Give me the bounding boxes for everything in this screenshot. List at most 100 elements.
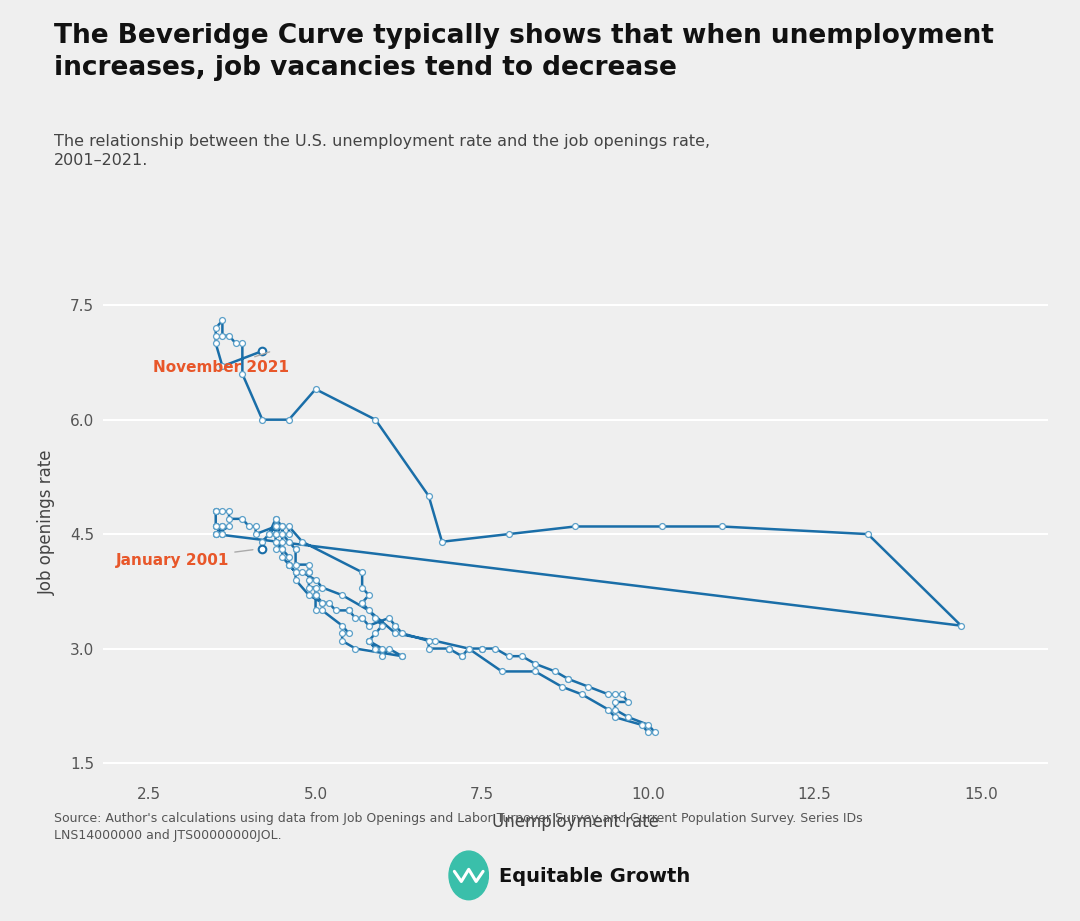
Point — [267, 527, 284, 542]
Point — [321, 595, 338, 610]
Point — [360, 634, 377, 648]
Point — [440, 641, 457, 656]
Text: The Beveridge Curve typically shows that when unemployment
increases, job vacanc: The Beveridge Curve typically shows that… — [54, 23, 994, 81]
Point — [387, 626, 404, 641]
Point — [287, 565, 305, 579]
Point — [653, 519, 671, 534]
Point — [281, 527, 298, 542]
Point — [307, 573, 324, 588]
Point — [287, 557, 305, 572]
Point — [254, 413, 271, 427]
Point — [500, 527, 517, 542]
Point — [334, 588, 351, 602]
Point — [267, 527, 284, 542]
Point — [639, 717, 657, 732]
Point — [214, 527, 231, 542]
Point — [214, 329, 231, 344]
Point — [360, 634, 377, 648]
Point — [233, 511, 251, 526]
Point — [207, 519, 225, 534]
Point — [307, 603, 324, 618]
Point — [273, 527, 291, 542]
Point — [267, 527, 284, 542]
Point — [340, 603, 357, 618]
Point — [374, 618, 391, 633]
Point — [207, 527, 225, 542]
Point — [281, 413, 298, 427]
Point — [353, 595, 370, 610]
Point — [207, 504, 225, 519]
Point — [367, 413, 384, 427]
Point — [214, 527, 231, 542]
Point — [494, 664, 511, 679]
Point — [287, 565, 305, 579]
Point — [599, 702, 617, 717]
Point — [860, 527, 877, 542]
Text: January 2001: January 2001 — [116, 550, 253, 567]
Point — [527, 657, 544, 671]
Point — [440, 641, 457, 656]
Point — [353, 595, 370, 610]
Point — [367, 611, 384, 625]
Point — [241, 519, 258, 534]
Point — [334, 634, 351, 648]
Point — [260, 527, 278, 542]
Point — [267, 511, 284, 526]
Point — [639, 725, 657, 740]
Point — [273, 542, 291, 556]
Point — [281, 519, 298, 534]
Point — [340, 603, 357, 618]
Point — [281, 557, 298, 572]
Point — [273, 527, 291, 542]
Point — [360, 618, 377, 633]
Point — [281, 557, 298, 572]
Point — [273, 542, 291, 556]
Point — [340, 603, 357, 618]
Point — [546, 664, 564, 679]
Point — [487, 641, 504, 656]
Point — [380, 641, 397, 656]
Point — [313, 580, 330, 595]
Point — [620, 694, 637, 709]
Point — [207, 519, 225, 534]
Point — [254, 534, 271, 549]
Point — [606, 702, 623, 717]
Point — [273, 534, 291, 549]
Point — [214, 313, 231, 328]
Point — [454, 648, 471, 663]
Point — [254, 542, 271, 556]
Point — [220, 329, 238, 344]
Point — [374, 648, 391, 663]
Point — [380, 611, 397, 625]
Point — [281, 550, 298, 565]
Point — [267, 542, 284, 556]
Point — [613, 687, 631, 702]
X-axis label: Unemployment rate: Unemployment rate — [491, 812, 659, 831]
Point — [454, 648, 471, 663]
Point — [387, 618, 404, 633]
Point — [367, 641, 384, 656]
Point — [367, 626, 384, 641]
Point — [267, 519, 284, 534]
Point — [267, 534, 284, 549]
Point — [580, 680, 597, 694]
Point — [273, 519, 291, 534]
Point — [214, 519, 231, 534]
Point — [214, 504, 231, 519]
Point — [559, 671, 577, 686]
Point — [267, 534, 284, 549]
Point — [254, 344, 271, 358]
Point — [220, 504, 238, 519]
Point — [254, 542, 271, 556]
Point — [460, 641, 477, 656]
Point — [313, 603, 330, 618]
Text: November 2021: November 2021 — [152, 352, 288, 376]
Point — [214, 519, 231, 534]
Point — [340, 626, 357, 641]
Point — [300, 565, 318, 579]
Point — [233, 336, 251, 351]
Point — [214, 359, 231, 374]
Point — [207, 527, 225, 542]
Point — [393, 648, 410, 663]
Point — [953, 618, 970, 633]
